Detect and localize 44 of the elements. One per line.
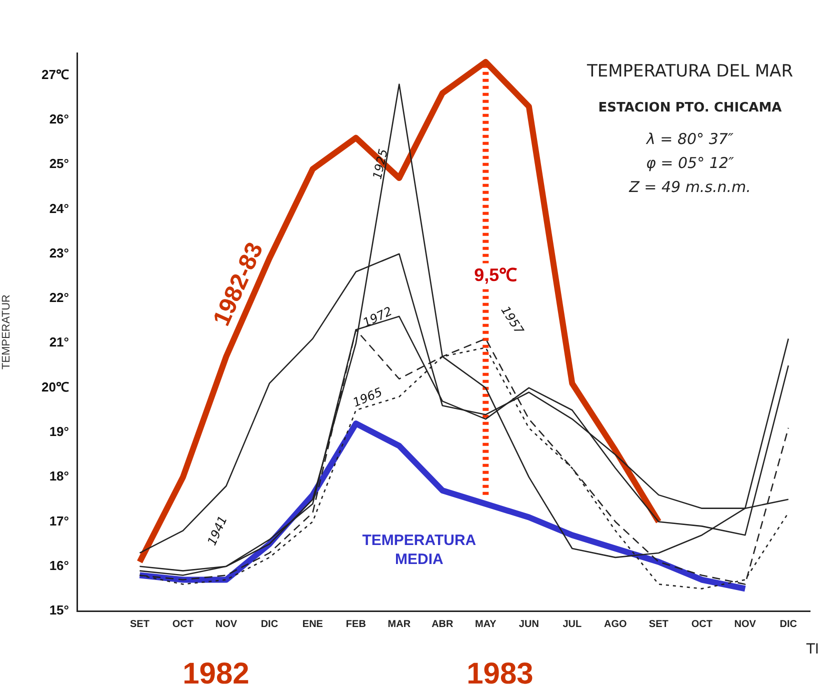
x-tick-label: AGO [604,618,628,630]
annotation: φ = 05° 12″ [646,154,734,172]
text: 1941 [204,514,230,548]
x-tick-label: OCT [691,618,712,630]
text: 1972 [360,304,394,330]
x-tick-label: ENE [302,618,324,630]
annotation: λ = 80° 37″ [645,130,734,148]
series-label: TEMPERATURA MEDIA [362,532,476,568]
x-tick-label: OCT [172,618,194,630]
text: ESTACION PTO. CHICAMA [598,100,782,116]
x-tick-label: MAR [388,618,412,630]
y-tick-label: 21° [49,334,69,350]
y-tick-label: 15° [49,602,69,618]
y-tick-label: 19° [49,424,69,440]
y-axis-title: TEMPERATUR [0,294,13,370]
x-tick-label: JUL [562,618,582,630]
annotation: Z = 49 m.s.n.m. [628,178,751,196]
annotation: 9,5℃ [474,265,518,286]
text: TEMPERATURA DEL MAR [586,61,794,82]
y-tick-label: 27℃ [42,66,69,82]
text: 1925 [370,148,390,180]
y-tick-label: 26° [49,112,69,127]
y-tick-label: 17° [49,513,69,528]
x-tick-label: DIC [260,618,278,630]
y-tick-label: 20℃ [42,379,69,394]
y-tick-label: 23° [49,245,69,260]
x-tick-label: DIC [780,618,797,630]
y-tick-label: 25° [49,156,69,172]
y-tick-label: 16° [49,558,69,573]
x-tick-label: FEB [346,618,366,630]
x-tick-label: JUN [518,618,539,630]
x-tick-label: ABR [432,618,454,630]
x-axis-title: TI [805,642,819,658]
y-tick-label: 18° [49,468,69,484]
y-tick-label: 24° [49,200,69,216]
x-tick-label: NOV [734,618,756,630]
x-tick-label: SET [130,618,150,630]
text: 1983 [466,657,534,690]
y-tick-label: 22° [49,290,69,306]
x-tick-label: MAY [475,618,497,630]
text: 1982 [182,657,250,690]
x-tick-label: NOV [215,618,238,630]
x-tick-label: SET [648,618,668,630]
text: 1965 [350,384,384,410]
